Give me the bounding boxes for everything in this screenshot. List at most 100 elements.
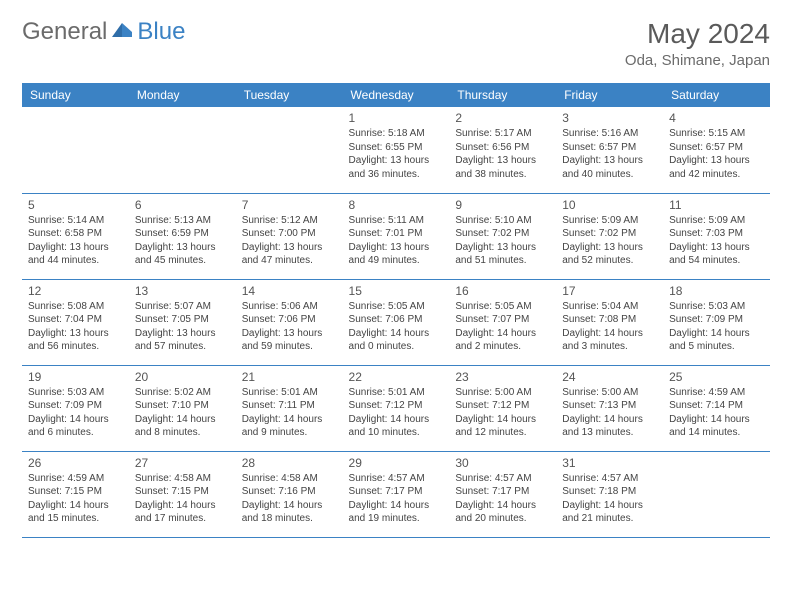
day-cell: 1 Sunrise: 5:18 AMSunset: 6:55 PMDaylight…	[343, 107, 450, 193]
day-info: Sunrise: 5:03 AMSunset: 7:09 PMDaylight:…	[28, 386, 123, 440]
day-header: Thursday	[449, 83, 556, 107]
day-info: Sunrise: 5:01 AMSunset: 7:12 PMDaylight:…	[349, 386, 444, 440]
day-cell: 11Sunrise: 5:09 AMSunset: 7:03 PMDayligh…	[663, 193, 770, 279]
day-number: 11	[669, 198, 764, 212]
day-number: 28	[242, 456, 337, 470]
day-header: Monday	[129, 83, 236, 107]
day-number: 15	[349, 284, 444, 298]
logo-text-blue: Blue	[137, 18, 185, 46]
day-cell: 28Sunrise: 4:58 AMSunset: 7:16 PMDayligh…	[236, 451, 343, 537]
week-row: 26 Sunrise: 4:59 AMSunset: 7:15 PMDayligh…	[22, 451, 770, 537]
day-cell: 31 Sunrise: 4:57 AMSunset: 7:18 PMDayligh…	[556, 451, 663, 537]
day-cell: 6Sunrise: 5:13 AMSunset: 6:59 PMDaylight…	[129, 193, 236, 279]
day-cell: 19 Sunrise: 5:03 AMSunset: 7:09 PMDayligh…	[22, 365, 129, 451]
day-info: Sunrise: 5:02 AMSunset: 7:10 PMDaylight:…	[135, 386, 230, 440]
day-number: 29	[349, 456, 444, 470]
day-number: 24	[562, 370, 657, 384]
day-cell: 2Sunrise: 5:17 AMSunset: 6:56 PMDaylight…	[449, 107, 556, 193]
day-cell: 26 Sunrise: 4:59 AMSunset: 7:15 PMDayligh…	[22, 451, 129, 537]
day-number: 10	[562, 198, 657, 212]
logo-flag-icon	[111, 21, 133, 44]
day-info: Sunrise: 4:57 AMSunset: 7:18 PMDaylight:…	[562, 472, 657, 526]
day-info: Sunrise: 5:08 AMSunset: 7:04 PMDaylight:…	[28, 300, 123, 354]
day-cell: 30 Sunrise: 4:57 AMSunset: 7:17 PMDayligh…	[449, 451, 556, 537]
day-info: Sunrise: 5:05 AMSunset: 7:07 PMDaylight:…	[455, 300, 550, 354]
day-header: Tuesday	[236, 83, 343, 107]
day-number: 6	[135, 198, 230, 212]
header: General Blue May 2024 Oda, Shimane, Japa…	[22, 18, 770, 69]
day-cell: 3 Sunrise: 5:16 AMSunset: 6:57 PMDaylight…	[556, 107, 663, 193]
page: General Blue May 2024 Oda, Shimane, Japa…	[0, 0, 792, 538]
day-number: 31	[562, 456, 657, 470]
day-cell: 21Sunrise: 5:01 AMSunset: 7:11 PMDayligh…	[236, 365, 343, 451]
day-info: Sunrise: 5:18 AMSunset: 6:55 PMDaylight:…	[349, 127, 444, 181]
day-number: 30	[455, 456, 550, 470]
day-header-row: Sunday Monday Tuesday Wednesday Thursday…	[22, 83, 770, 107]
day-number: 19	[28, 370, 123, 384]
day-cell: 18Sunrise: 5:03 AMSunset: 7:09 PMDayligh…	[663, 279, 770, 365]
logo: General Blue	[22, 18, 185, 46]
day-cell: 5Sunrise: 5:14 AMSunset: 6:58 PMDaylight…	[22, 193, 129, 279]
day-info: Sunrise: 5:09 AMSunset: 7:02 PMDaylight:…	[562, 214, 657, 268]
day-cell: 22Sunrise: 5:01 AMSunset: 7:12 PMDayligh…	[343, 365, 450, 451]
day-info: Sunrise: 5:14 AMSunset: 6:58 PMDaylight:…	[28, 214, 123, 268]
day-cell: 16 Sunrise: 5:05 AMSunset: 7:07 PMDayligh…	[449, 279, 556, 365]
day-number: 23	[455, 370, 550, 384]
day-cell: 17 Sunrise: 5:04 AMSunset: 7:08 PMDayligh…	[556, 279, 663, 365]
day-info: Sunrise: 5:03 AMSunset: 7:09 PMDaylight:…	[669, 300, 764, 354]
day-cell	[663, 451, 770, 537]
week-row: 12 Sunrise: 5:08 AMSunset: 7:04 PMDayligh…	[22, 279, 770, 365]
day-number: 8	[349, 198, 444, 212]
week-row: 19 Sunrise: 5:03 AMSunset: 7:09 PMDayligh…	[22, 365, 770, 451]
day-number: 1	[349, 111, 444, 125]
day-info: Sunrise: 5:00 AMSunset: 7:12 PMDaylight:…	[455, 386, 550, 440]
day-number: 2	[455, 111, 550, 125]
day-cell: 7Sunrise: 5:12 AMSunset: 7:00 PMDaylight…	[236, 193, 343, 279]
day-info: Sunrise: 5:11 AMSunset: 7:01 PMDaylight:…	[349, 214, 444, 268]
day-header: Wednesday	[343, 83, 450, 107]
day-cell: 8 Sunrise: 5:11 AMSunset: 7:01 PMDaylight…	[343, 193, 450, 279]
day-cell	[129, 107, 236, 193]
day-cell: 4Sunrise: 5:15 AMSunset: 6:57 PMDaylight…	[663, 107, 770, 193]
day-cell: 14 Sunrise: 5:06 AMSunset: 7:06 PMDayligh…	[236, 279, 343, 365]
day-header: Saturday	[663, 83, 770, 107]
day-info: Sunrise: 4:58 AMSunset: 7:15 PMDaylight:…	[135, 472, 230, 526]
day-header: Sunday	[22, 83, 129, 107]
day-info: Sunrise: 5:04 AMSunset: 7:08 PMDaylight:…	[562, 300, 657, 354]
day-info: Sunrise: 5:16 AMSunset: 6:57 PMDaylight:…	[562, 127, 657, 181]
location-subtitle: Oda, Shimane, Japan	[625, 52, 770, 69]
day-cell	[22, 107, 129, 193]
day-cell: 29 Sunrise: 4:57 AMSunset: 7:17 PMDayligh…	[343, 451, 450, 537]
logo-text-general: General	[22, 18, 107, 46]
day-cell: 10 Sunrise: 5:09 AMSunset: 7:02 PMDayligh…	[556, 193, 663, 279]
day-number: 7	[242, 198, 337, 212]
day-cell: 23 Sunrise: 5:00 AMSunset: 7:12 PMDayligh…	[449, 365, 556, 451]
day-number: 16	[455, 284, 550, 298]
day-cell: 13Sunrise: 5:07 AMSunset: 7:05 PMDayligh…	[129, 279, 236, 365]
day-cell: 12 Sunrise: 5:08 AMSunset: 7:04 PMDayligh…	[22, 279, 129, 365]
day-cell	[236, 107, 343, 193]
day-info: Sunrise: 4:57 AMSunset: 7:17 PMDaylight:…	[455, 472, 550, 526]
day-number: 14	[242, 284, 337, 298]
day-info: Sunrise: 5:07 AMSunset: 7:05 PMDaylight:…	[135, 300, 230, 354]
day-number: 17	[562, 284, 657, 298]
day-info: Sunrise: 5:10 AMSunset: 7:02 PMDaylight:…	[455, 214, 550, 268]
day-cell: 24 Sunrise: 5:00 AMSunset: 7:13 PMDayligh…	[556, 365, 663, 451]
day-number: 25	[669, 370, 764, 384]
day-cell: 20Sunrise: 5:02 AMSunset: 7:10 PMDayligh…	[129, 365, 236, 451]
day-number: 26	[28, 456, 123, 470]
day-cell: 27 Sunrise: 4:58 AMSunset: 7:15 PMDayligh…	[129, 451, 236, 537]
day-number: 3	[562, 111, 657, 125]
day-number: 12	[28, 284, 123, 298]
day-number: 27	[135, 456, 230, 470]
day-info: Sunrise: 5:00 AMSunset: 7:13 PMDaylight:…	[562, 386, 657, 440]
day-header: Friday	[556, 83, 663, 107]
day-info: Sunrise: 4:59 AMSunset: 7:14 PMDaylight:…	[669, 386, 764, 440]
day-info: Sunrise: 4:57 AMSunset: 7:17 PMDaylight:…	[349, 472, 444, 526]
day-info: Sunrise: 4:59 AMSunset: 7:15 PMDaylight:…	[28, 472, 123, 526]
day-number: 4	[669, 111, 764, 125]
title-area: May 2024 Oda, Shimane, Japan	[625, 18, 770, 69]
day-info: Sunrise: 5:06 AMSunset: 7:06 PMDaylight:…	[242, 300, 337, 354]
day-cell: 15Sunrise: 5:05 AMSunset: 7:06 PMDayligh…	[343, 279, 450, 365]
month-title: May 2024	[625, 18, 770, 50]
